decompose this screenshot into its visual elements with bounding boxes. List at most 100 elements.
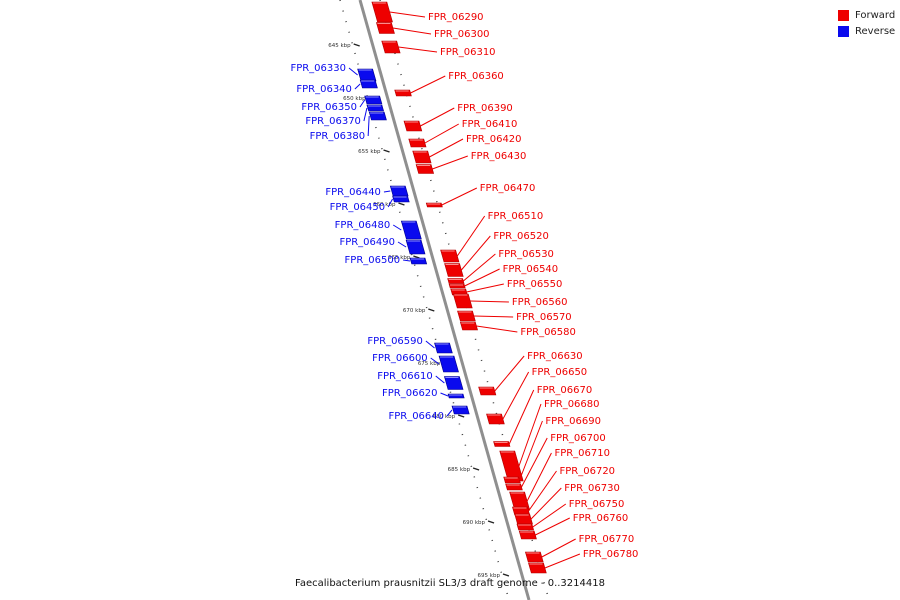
gene-label: FPR_06520 — [493, 231, 549, 242]
gene-label: FPR_06330 — [290, 63, 346, 74]
gene-leader — [432, 155, 468, 170]
gene-leader — [519, 420, 543, 481]
gene-feature-fpr-06350 — [364, 95, 383, 105]
gene-feature-fpr-06480 — [400, 220, 422, 240]
scale-tick-label: 670 kbp — [403, 308, 426, 314]
gene-leader — [470, 300, 509, 303]
gene-label: FPR_06780 — [583, 549, 639, 560]
gene-feature-fpr-06770 — [524, 551, 544, 563]
reverse-swatch — [838, 26, 849, 37]
gene-leader — [528, 470, 557, 512]
gene-leader — [348, 67, 358, 76]
gene-label: FPR_06350 — [301, 102, 357, 113]
gene-leader — [530, 487, 562, 520]
gene-leader — [425, 340, 435, 349]
gene-feature-fpr-06590 — [434, 342, 453, 354]
legend: Forward Reverse — [838, 8, 898, 40]
gene-feature-fpr-06380 — [368, 111, 387, 121]
gene-leader — [494, 355, 525, 392]
gene-leader — [367, 115, 370, 137]
gene-leader — [387, 198, 393, 208]
gene-feature-fpr-06510 — [440, 249, 460, 263]
gene-label: FPR_06410 — [462, 119, 518, 130]
gene-label: FPR_06480 — [335, 220, 391, 231]
scale-tick — [398, 202, 405, 206]
gene-leader — [359, 99, 366, 108]
gene-label: FPR_06600 — [372, 353, 428, 364]
gene-leader — [464, 268, 500, 287]
gene-label: FPR_06540 — [503, 264, 559, 275]
gene-label: FPR_06360 — [448, 71, 504, 82]
gene-label: FPR_06710 — [554, 448, 610, 459]
gene-feature-fpr-06300 — [375, 22, 395, 34]
gene-label: FPR_06370 — [305, 116, 361, 127]
gene-leader — [463, 253, 496, 282]
gene-leader — [392, 27, 432, 35]
gene-label: FPR_06290 — [428, 12, 484, 23]
gene-leader — [461, 235, 491, 271]
gene-feature-fpr-06760 — [518, 530, 537, 540]
gene-feature-fpr-06580 — [459, 321, 478, 331]
gene-feature-fpr-06780 — [528, 562, 547, 574]
gene-leader — [397, 241, 407, 248]
gene-label: FPR_06720 — [560, 466, 616, 477]
gene-label: FPR_06750 — [569, 499, 625, 510]
gene-leader — [420, 107, 455, 127]
gene-feature-fpr-06520 — [444, 263, 464, 277]
gene-leader — [535, 517, 570, 536]
gene-feature-fpr-06730 — [514, 513, 533, 525]
scale-tick — [383, 149, 390, 153]
gene-feature-fpr-06340 — [359, 79, 378, 89]
gene-feature-fpr-06600 — [438, 355, 459, 373]
gene-feature-fpr-06640 — [451, 405, 470, 415]
gene-label: FPR_06580 — [520, 327, 576, 338]
gene-feature-fpr-06420 — [412, 150, 432, 164]
gene-feature-fpr-06560 — [452, 293, 473, 309]
gene-label: FPR_06670 — [537, 385, 593, 396]
gene-label: FPR_06700 — [550, 433, 606, 444]
gene-leader — [544, 553, 581, 569]
gene-label: FPR_06340 — [296, 84, 352, 95]
scale-tick — [353, 43, 360, 47]
scale-tick-label: 690 kbp — [463, 520, 486, 526]
gene-leader — [363, 107, 368, 122]
gene-feature-fpr-06650 — [486, 413, 505, 425]
gene-label: FPR_06730 — [564, 483, 620, 494]
legend-forward-label: Forward — [855, 10, 896, 21]
gene-leader — [526, 452, 552, 502]
gene-label: FPR_06440 — [325, 187, 381, 198]
gene-label: FPR_06640 — [388, 411, 444, 422]
legend-reverse-label: Reverse — [855, 26, 896, 37]
gene-label: FPR_06590 — [367, 336, 423, 347]
gene-feature-fpr-06430 — [415, 164, 435, 174]
forward-swatch — [838, 10, 849, 21]
gene-label: FPR_06650 — [532, 367, 588, 378]
gene-feature-fpr-06290 — [371, 1, 393, 23]
gene-leader — [429, 138, 464, 158]
scale-tick — [502, 573, 510, 577]
gene-feature-fpr-06490 — [405, 239, 426, 255]
scale-tick-label: 645 kbp — [328, 43, 351, 49]
gene-label: FPR_06490 — [339, 237, 395, 248]
gene-feature-fpr-06310 — [381, 40, 401, 54]
scale-tick — [487, 520, 495, 524]
gene-label: FPR_06770 — [579, 534, 635, 545]
gene-leader — [410, 75, 446, 94]
scale-tick-label: 680 kbp — [433, 414, 456, 420]
scale-tick — [413, 255, 420, 259]
gene-feature-fpr-06610 — [443, 376, 464, 390]
gene-leader — [521, 437, 548, 488]
gene-label: FPR_06420 — [466, 134, 522, 145]
gene-label: FPR_06430 — [471, 151, 527, 162]
gene-feature-fpr-06410 — [408, 138, 427, 148]
gene-leader — [430, 357, 440, 365]
gene-leader — [456, 215, 486, 257]
scale-tick-label: 665 kbp — [388, 255, 411, 261]
gene-label: FPR_06390 — [457, 103, 513, 114]
gene-label: FPR_06610 — [377, 371, 433, 382]
gene-label: FPR_06380 — [310, 131, 366, 142]
gene-leader — [392, 224, 402, 231]
gene-label: FPR_06630 — [527, 351, 583, 362]
gene-feature-fpr-06570 — [457, 310, 476, 322]
gene-leader — [541, 538, 576, 558]
